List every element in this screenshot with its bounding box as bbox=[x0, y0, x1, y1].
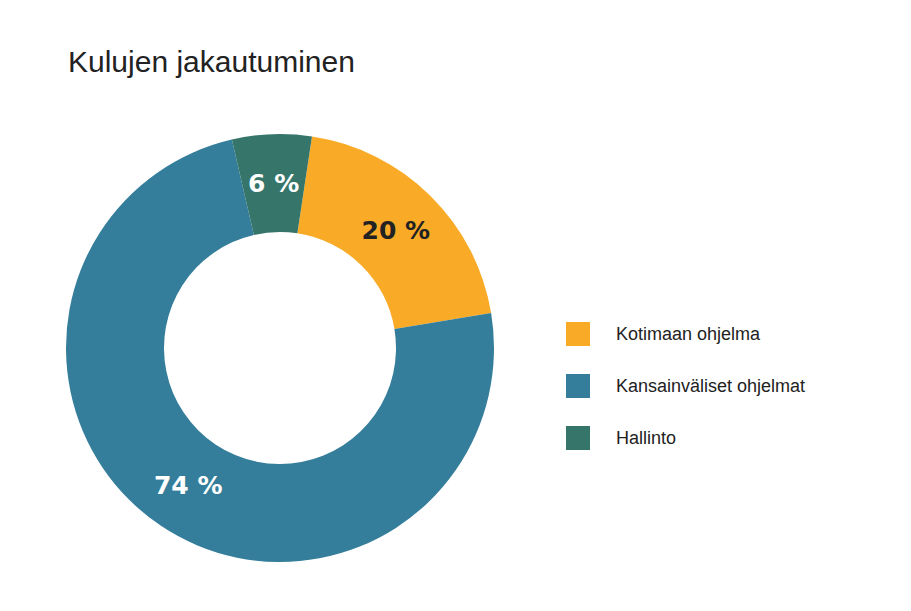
data-label: 74 % bbox=[154, 471, 223, 500]
legend-swatch bbox=[566, 426, 590, 450]
legend-item: Kotimaan ohjelma bbox=[566, 322, 761, 346]
legend-swatch bbox=[566, 322, 590, 346]
legend-label: Hallinto bbox=[616, 428, 676, 448]
data-label: 20 % bbox=[362, 216, 431, 245]
legend-swatch bbox=[566, 374, 590, 398]
title: Kulujen jakautuminen bbox=[68, 45, 355, 78]
chart: Kulujen jakautuminen 20 % 74 % 6 % Kotimaan … bbox=[0, 0, 911, 611]
legend-item: Kansainväliset ohjelmat bbox=[566, 374, 805, 398]
legend: Kotimaan ohjelma Kansainväliset ohjelmat H… bbox=[566, 322, 805, 450]
legend-label: Kotimaan ohjelma bbox=[616, 324, 761, 344]
slices bbox=[66, 134, 494, 562]
legend-item: Hallinto bbox=[566, 426, 676, 450]
slice bbox=[297, 136, 491, 329]
data-labels: 20 % 74 % 6 % bbox=[154, 169, 430, 500]
slice bbox=[232, 134, 312, 235]
legend-label: Kansainväliset ohjelmat bbox=[616, 376, 805, 396]
data-label: 6 % bbox=[248, 169, 299, 198]
